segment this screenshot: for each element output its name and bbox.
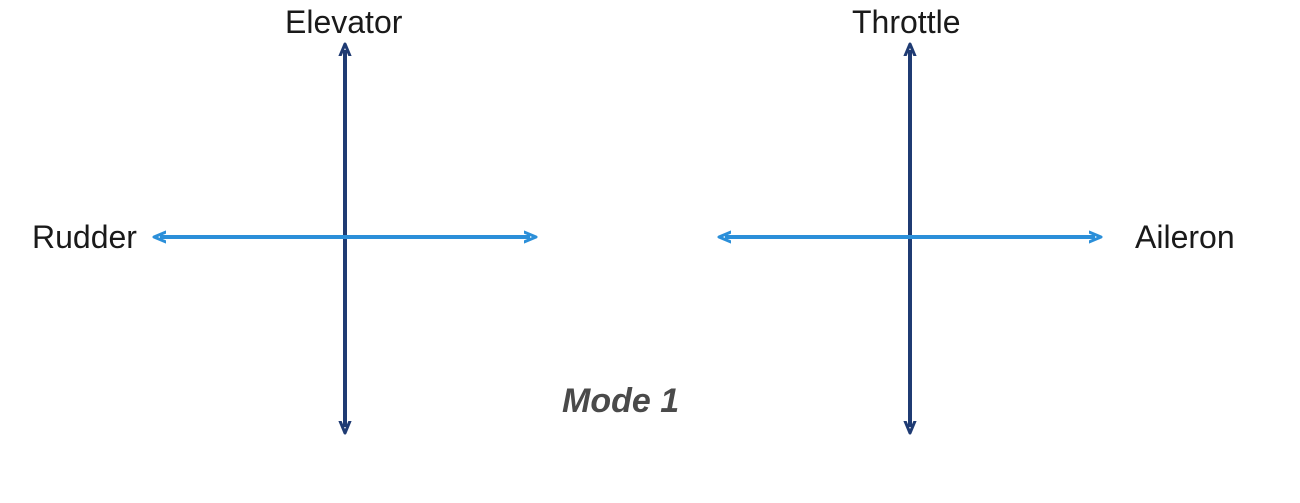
right-stick-side-label: Aileron (1135, 219, 1235, 256)
right-stick-axes (0, 0, 1300, 503)
mode-caption: Mode 1 (562, 382, 679, 421)
right-stick-top-label: Throttle (852, 4, 960, 41)
